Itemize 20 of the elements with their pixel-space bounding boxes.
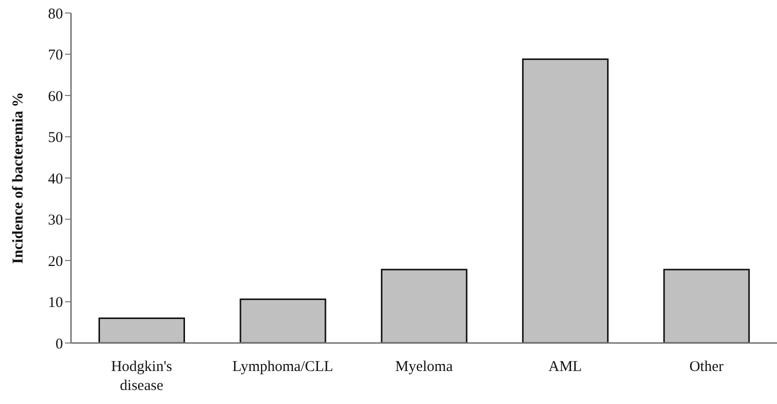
- y-tick-label: 60: [48, 88, 63, 105]
- y-tick-label: 20: [48, 254, 63, 270]
- y-tick-label: 70: [48, 48, 63, 64]
- y-tick-label: 80: [48, 6, 63, 22]
- bar: [663, 268, 750, 343]
- x-tick-label: Other: [689, 359, 724, 375]
- y-tick-label: 50: [48, 130, 63, 146]
- x-tick-label: Myeloma: [395, 359, 454, 375]
- y-axis-title: Incidence of bacteremia %: [10, 92, 26, 264]
- y-tick-label: 10: [48, 295, 63, 312]
- x-tick-label: AML: [548, 359, 582, 375]
- y-tick-label: 40: [48, 171, 63, 188]
- y-tick-label: 0: [56, 336, 63, 352]
- bar: [240, 298, 326, 343]
- bar: [522, 58, 609, 343]
- x-tick-label: Lymphoma/CLL: [232, 359, 334, 375]
- bar: [380, 268, 468, 343]
- x-tick-label: Hodgkin's disease: [111, 359, 172, 394]
- bar: [98, 318, 185, 343]
- y-tick-label: 30: [48, 212, 63, 229]
